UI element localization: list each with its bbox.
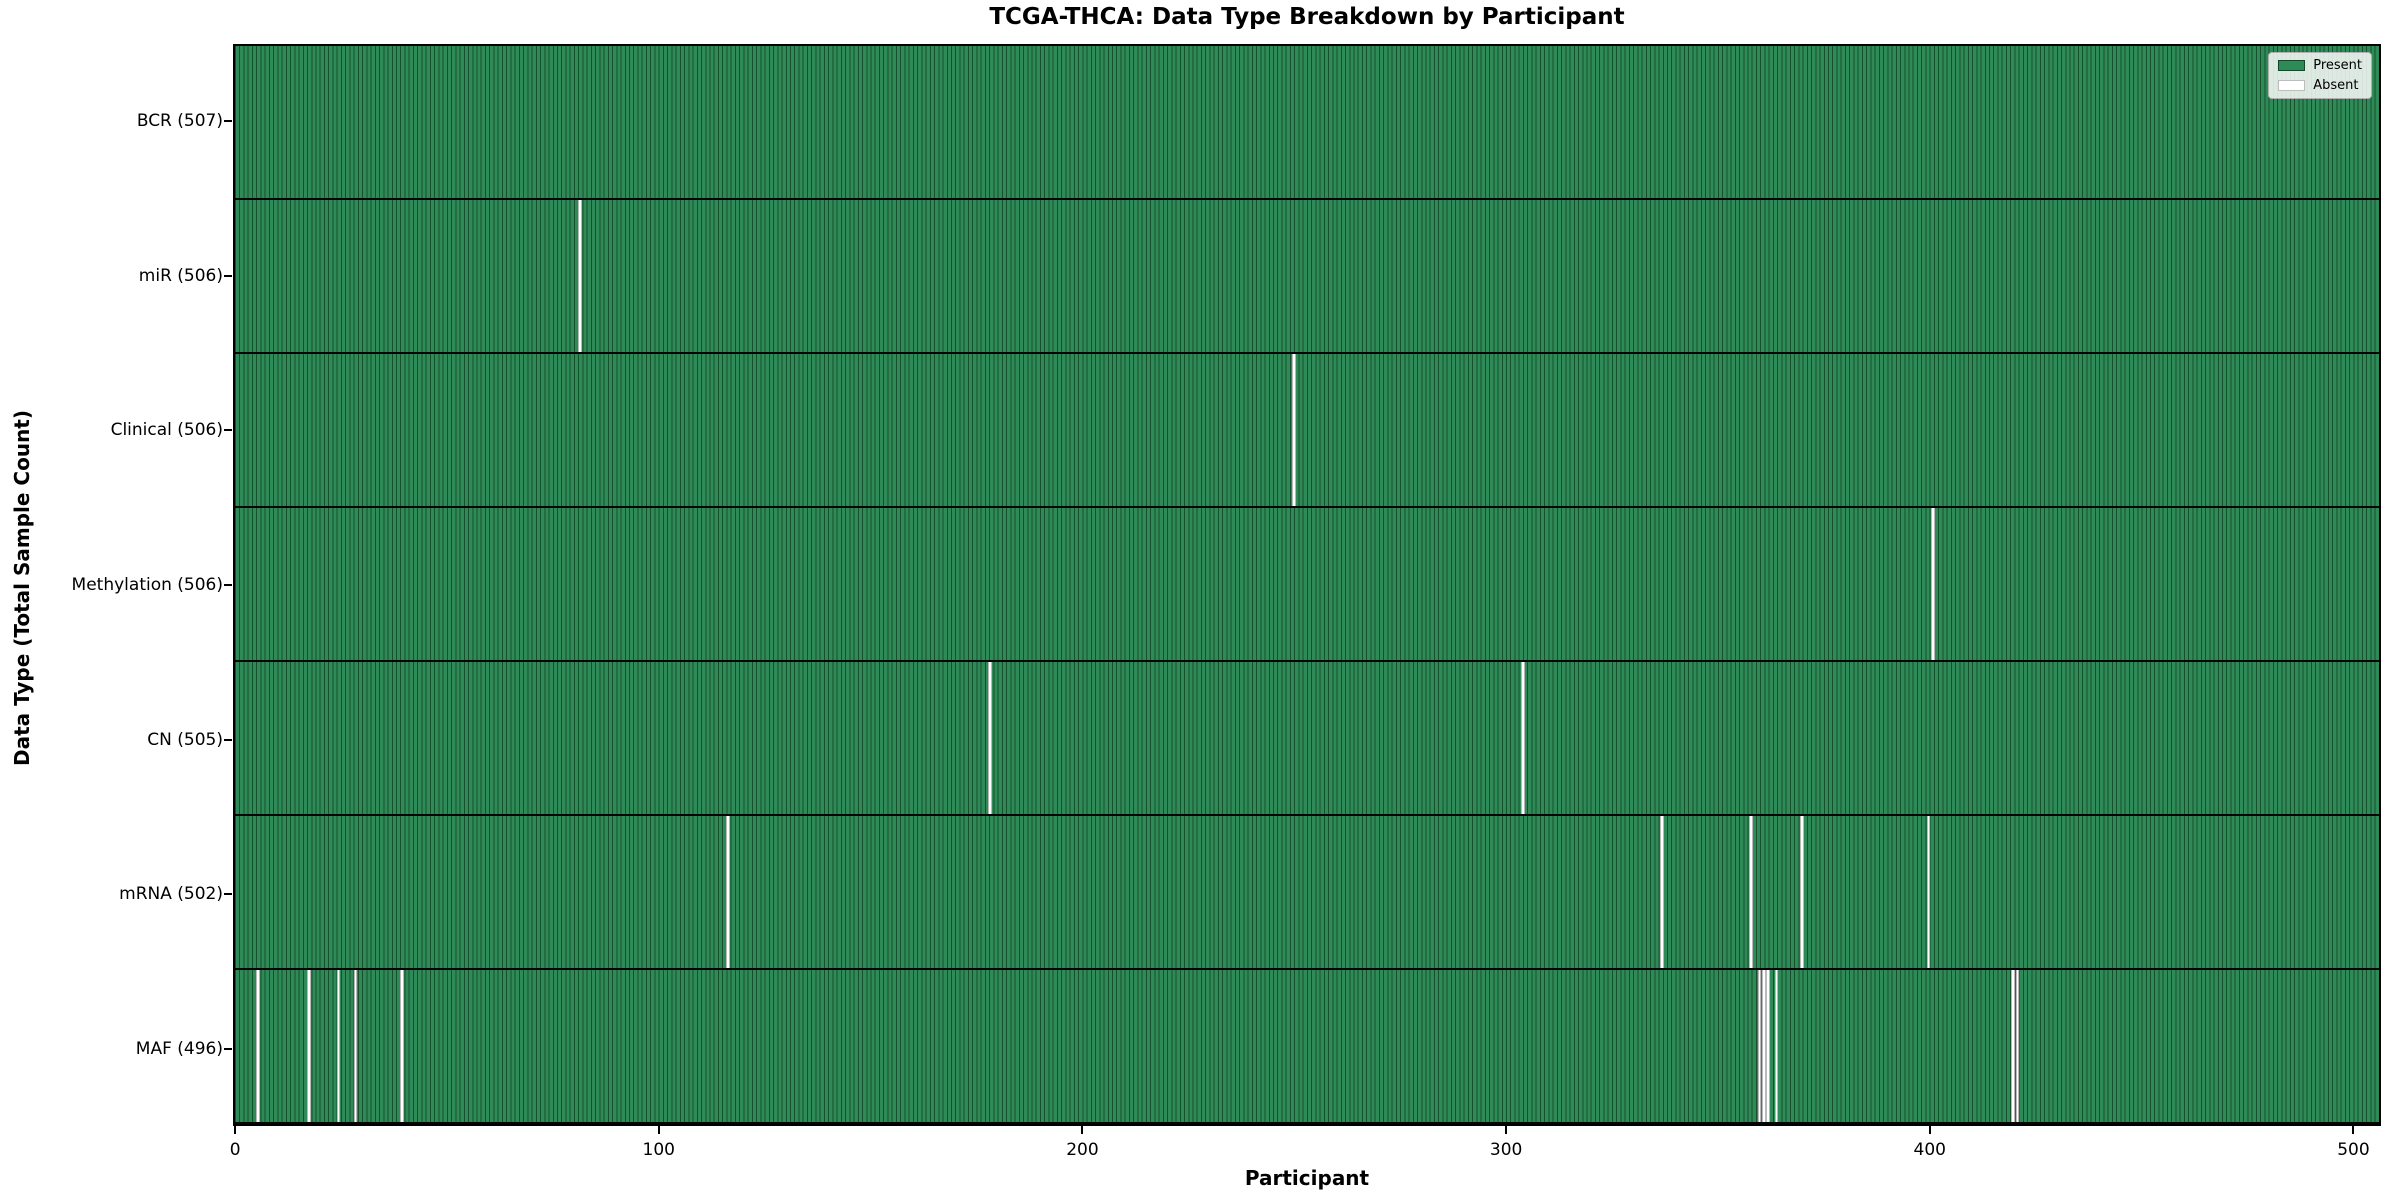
x-tick-label-0: 0 (229, 1140, 241, 1160)
x-tick-mark (1081, 1126, 1084, 1134)
absent-gap-MAF-364 (1774, 970, 1779, 1122)
legend-absent-swatch (2278, 80, 2306, 91)
absent-gap-MAF-361 (1761, 970, 1766, 1122)
legend-present-swatch (2278, 60, 2306, 71)
absent-gap-MAF-421 (2015, 970, 2020, 1122)
legend-present-label: Present (2313, 58, 2362, 73)
absent-gap-MAF-17 (307, 970, 311, 1122)
datatype-row-BCR (235, 46, 2379, 200)
y-tick-label-MAF: MAF (496) (135, 1038, 223, 1059)
absent-gap-MAF-28 (353, 970, 358, 1122)
y-tick-label-Methylation: Methylation (506) (71, 575, 223, 595)
x-tick-mark (234, 1126, 237, 1134)
x-tick-label-200: 200 (1066, 1140, 1099, 1160)
absent-gap-Clinical-250 (1292, 354, 1297, 506)
absent-gap-mRNA-400 (1926, 816, 1931, 968)
legend-absent-label: Absent (2313, 78, 2359, 93)
datatype-row-Methylation (235, 508, 2379, 662)
datatype-row-CN (235, 662, 2379, 816)
absent-gap-MAF-360 (1757, 970, 1762, 1122)
absent-gap-mRNA-370 (1799, 816, 1804, 968)
absent-gap-Methylation-401 (1931, 508, 1935, 660)
y-tick-mark (224, 120, 232, 123)
absent-gap-CN-304 (1520, 662, 1525, 814)
absent-gap-CN-178 (987, 662, 992, 814)
y-tick-label-mRNA: mRNA (502) (119, 884, 223, 905)
y-tick-label-miR: miR (506) (138, 265, 223, 286)
y-tick-mark (224, 584, 232, 586)
y-tick-label-CN: CN (505) (147, 729, 223, 750)
absent-gap-miR-81 (577, 200, 582, 352)
absent-gap-MAF-420 (2011, 970, 2016, 1122)
y-tick-mark (224, 274, 232, 277)
plot-area: Present Absent (233, 44, 2381, 1126)
absent-gap-mRNA-358 (1749, 816, 1753, 968)
y-axis-label: Data Type (Total Sample Count) (10, 409, 34, 767)
x-tick-mark (657, 1126, 660, 1134)
x-tick-mark (1505, 1126, 1508, 1134)
y-tick-label-Clinical: Clinical (506) (110, 420, 223, 441)
x-axis-label: Participant (1244, 1166, 1370, 1190)
x-tick-label-400: 400 (1913, 1140, 1947, 1160)
absent-gap-MAF-362 (1766, 970, 1770, 1122)
datatype-row-miR (235, 200, 2379, 354)
y-tick-mark (224, 893, 232, 896)
absent-gap-MAF-24 (336, 970, 341, 1122)
legend: Present Absent (2268, 52, 2372, 99)
y-tick-mark (224, 1047, 232, 1050)
y-tick-mark (224, 738, 232, 741)
chart-title: TCGA-THCA: Data Type Breakdown by Partic… (989, 4, 1625, 30)
datatype-row-mRNA (235, 816, 2379, 970)
absent-gap-mRNA-116 (725, 816, 730, 968)
datatype-row-Clinical (235, 354, 2379, 508)
absent-gap-mRNA-337 (1660, 816, 1665, 968)
y-tick-mark (224, 429, 232, 432)
absent-gap-MAF-39 (400, 970, 404, 1122)
datatype-row-MAF (235, 970, 2379, 1124)
x-tick-label-300: 300 (1489, 1140, 1523, 1160)
x-tick-label-500: 500 (2337, 1140, 2370, 1160)
x-tick-label-100: 100 (642, 1140, 676, 1160)
legend-entry-present: Present (2278, 58, 2362, 73)
x-tick-mark (2352, 1126, 2355, 1134)
legend-entry-absent: Absent (2278, 78, 2362, 93)
x-tick-mark (1928, 1126, 1931, 1134)
y-tick-label-BCR: BCR (507) (136, 111, 223, 132)
absent-gap-MAF-5 (256, 970, 261, 1122)
